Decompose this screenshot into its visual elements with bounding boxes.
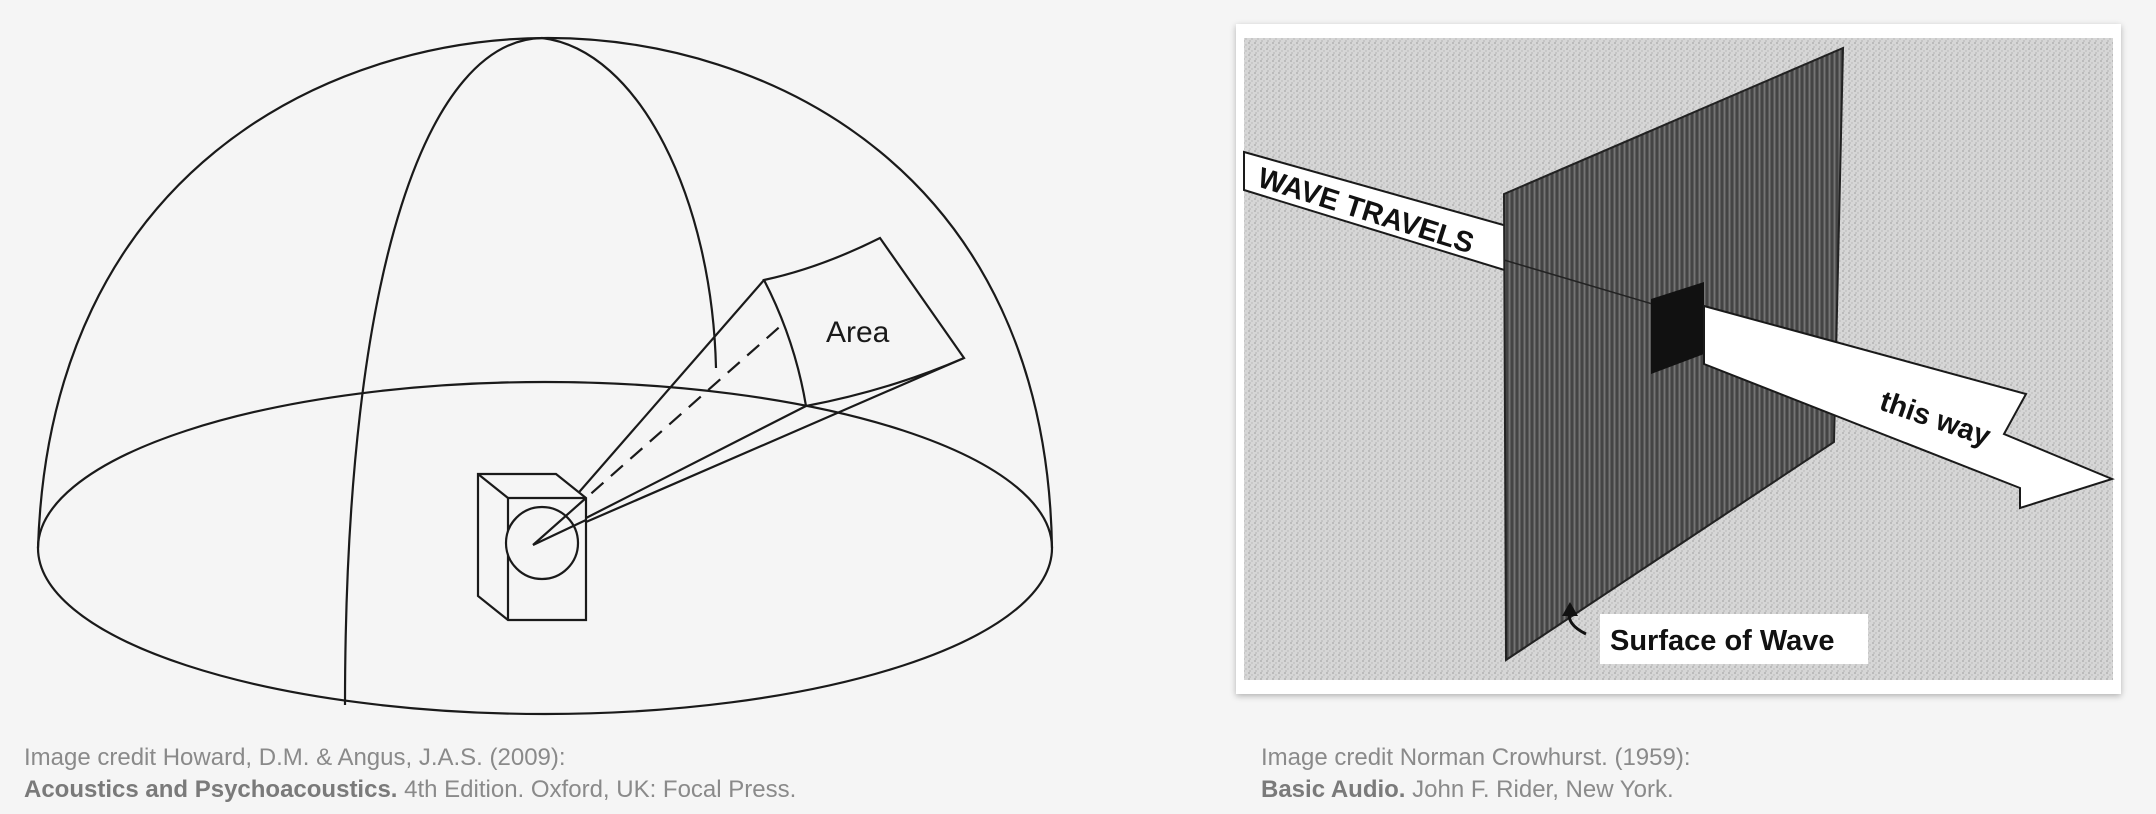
caption-right: Image credit Norman Crowhurst. (1959): B… [1261,742,1691,806]
caption-right-credit: Image credit Norman Crowhurst. (1959): [1261,744,1691,771]
surface-of-wave-label: Surface of Wave [1610,625,1835,657]
meridian-right [541,36,718,369]
caption-right-rest: John F. Rider, New York. [1405,776,1674,803]
surface-label-box [1600,614,1868,664]
caption-right-title: Basic Audio. [1261,776,1406,803]
pierce-square [1651,282,1704,374]
area-patch [762,236,966,408]
meridian-left [343,36,543,706]
caption-left-rest: 4th Edition. Oxford, UK: Focal Press. [397,776,797,803]
caption-left: Image credit Howard, D.M. & Angus, J.A.S… [24,742,796,806]
caption-left-credit: Image credit Howard, D.M. & Angus, J.A.S… [24,744,566,771]
plane-wave-illustration: WAVE TRAVELS this way Surface of Wave [1236,24,2121,694]
cone-line-2 [532,356,965,547]
hemisphere-diagram: Area [0,0,1100,730]
loudspeaker [476,472,588,622]
caption-left-citation: Acoustics and Psychoacoustics. 4th Editi… [24,774,796,806]
arrow-band-front [1703,304,2115,510]
area-label: Area [826,316,890,349]
caption-left-title: Acoustics and Psychoacoustics. [24,776,398,803]
caption-right-citation: Basic Audio. John F. Rider, New York. [1261,774,1691,806]
base-ellipse [36,380,1054,716]
